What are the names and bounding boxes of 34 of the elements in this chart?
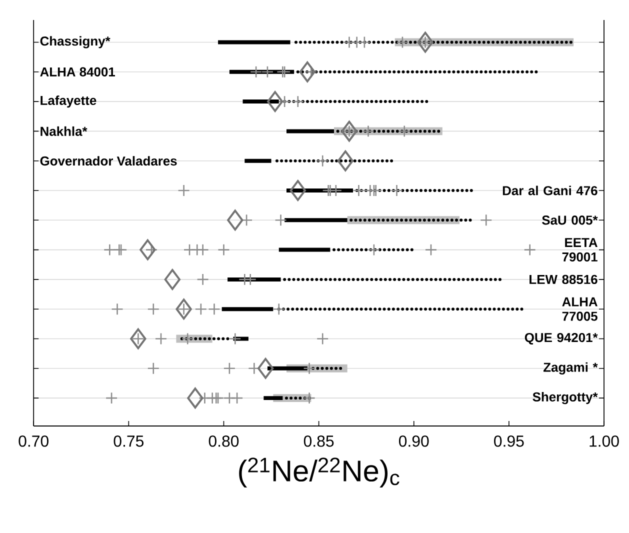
- y-tick-label: EETA 79001: [562, 238, 598, 262]
- point: [227, 210, 244, 231]
- y-tick-label: Lafayette: [40, 96, 96, 108]
- x-tick-label: 1.00: [590, 436, 619, 447]
- x-tick-label: 0.75: [114, 436, 144, 447]
- y-tick-label: ALHA 77005: [562, 297, 598, 321]
- point: [164, 268, 180, 290]
- point: [266, 91, 284, 112]
- point: [417, 32, 434, 53]
- x-tick-label: 0.70: [18, 436, 48, 447]
- y-tick-label: Zagami *: [544, 362, 598, 374]
- point: [341, 120, 358, 142]
- x-tick-label: 0.90: [398, 436, 429, 447]
- point: [140, 239, 156, 260]
- y-tick-label: Nakhla*: [40, 126, 88, 136]
- x-tick-label: 0.85: [304, 436, 334, 447]
- y-tick-label: Governador Valadares: [40, 156, 177, 166]
- y-tick-label: LEW 88516: [530, 274, 598, 284]
- point: [257, 358, 274, 379]
- y-tick-label: ALHA 84001: [40, 67, 115, 76]
- point: [176, 298, 192, 320]
- y-tick-label: QUE 94201*: [524, 332, 598, 345]
- point: [290, 180, 306, 201]
- x-tick-label: 0.80: [208, 436, 239, 447]
- y-tick-label: Dar al Gani 476: [502, 186, 598, 196]
- point: [299, 61, 316, 82]
- y-tick-label: SaU 005*: [542, 216, 598, 225]
- x-axis-title: ($^{21}$Ne/$^{22}$Ne)$_{c}$: [239, 458, 400, 488]
- point: [187, 388, 204, 409]
- y-tick-label: Chassigny*: [40, 36, 110, 48]
- y-tick-label: Shergotty*: [532, 392, 598, 404]
- x-tick-label: 0.95: [494, 436, 524, 447]
- point: [130, 328, 146, 350]
- point: [337, 150, 354, 172]
